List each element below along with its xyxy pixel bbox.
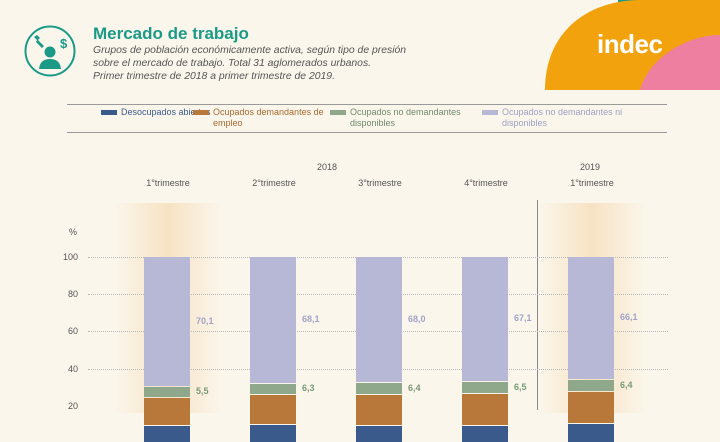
bar-segment xyxy=(144,387,190,397)
subtitle-line-2: sobre el mercado de trabajo. Total 31 ag… xyxy=(93,58,372,69)
bar-segment xyxy=(144,426,190,442)
worker-tools-money-icon: $ xyxy=(24,25,76,77)
subtitle-line-3: Primer trimestre de 2018 a primer trimes… xyxy=(93,71,335,82)
subtitle-line-1: Grupos de población económicamente activ… xyxy=(93,45,407,56)
legend-label: Ocupados no demandantes disponibles xyxy=(350,107,461,128)
bar-segment xyxy=(144,256,190,387)
data-label: 70,1 xyxy=(196,315,214,326)
legend-swatch xyxy=(330,110,346,115)
data-label: 6,3 xyxy=(302,383,315,394)
legend-item-desocupados: Desocupados abiertos xyxy=(101,107,246,118)
bar-segment xyxy=(568,379,614,391)
legend-item-ocupados-no-dem-no-disp: Ocupados no demandantes ni disponibles xyxy=(482,107,627,129)
bar-segment xyxy=(568,391,614,424)
year-divider xyxy=(537,200,538,410)
bar-segment xyxy=(462,426,508,442)
quarter-label: 4°trimestre xyxy=(464,178,508,188)
quarter-label: 1°trimestre xyxy=(570,178,614,188)
bar-segment xyxy=(356,256,402,383)
quarter-label: 1°trimestre xyxy=(146,178,190,188)
legend-label: Ocupados no demandantes ni disponibles xyxy=(502,107,623,128)
data-label: 6,5 xyxy=(514,381,527,392)
page-title: Mercado de trabajo xyxy=(93,24,249,43)
bar-segment xyxy=(356,383,402,395)
y-tick-label: 40 xyxy=(67,364,78,374)
y-tick-label: 20 xyxy=(67,401,78,411)
brand-logo: indec xyxy=(597,29,663,59)
data-label: 68,0 xyxy=(408,313,426,324)
bar-segment xyxy=(462,256,508,381)
bar-segment xyxy=(250,256,296,383)
data-label: 68,1 xyxy=(302,314,320,325)
bar-segment xyxy=(356,426,402,442)
y-tick-label: 80 xyxy=(67,289,78,299)
bar-segment xyxy=(356,395,402,426)
data-label: 66,1 xyxy=(620,312,638,323)
legend-top-rule xyxy=(67,104,667,105)
bar-segment xyxy=(462,381,508,393)
data-label: 5,5 xyxy=(196,386,209,397)
bar-segment xyxy=(462,393,508,426)
legend-item-ocupados-demandantes: Ocupados demandantes de empleo xyxy=(193,107,338,129)
legend-label: Desocupados abiertos xyxy=(121,107,211,117)
legend-swatch xyxy=(193,110,209,115)
quarter-label: 2°trimestre xyxy=(252,178,296,188)
svg-text:$: $ xyxy=(60,36,68,51)
y-tick-label: 60 xyxy=(67,326,78,336)
bar-segment xyxy=(144,397,190,426)
year-label-2019: 2019 xyxy=(580,162,601,172)
bar-segment xyxy=(250,395,296,425)
bar-segment xyxy=(250,383,296,395)
legend-label: Ocupados demandantes de empleo xyxy=(213,107,324,128)
bar-segment xyxy=(250,425,296,442)
legend-item-ocupados-no-dem-disp: Ocupados no demandantes disponibles xyxy=(330,107,475,129)
legend-swatch xyxy=(482,110,498,115)
data-label: 6,4 xyxy=(620,379,633,390)
data-label: 67,1 xyxy=(514,313,532,324)
legend-swatch xyxy=(101,110,117,115)
y-tick-label: 100 xyxy=(62,252,78,262)
data-label: 6,4 xyxy=(408,383,421,394)
bar-segment xyxy=(568,424,614,442)
year-label-2018: 2018 xyxy=(317,162,338,172)
brand-teal-shape xyxy=(618,0,720,30)
y-axis-unit: % xyxy=(69,227,78,237)
legend-bottom-rule xyxy=(67,132,667,133)
bar-segment xyxy=(568,256,614,379)
quarter-label: 3°trimestre xyxy=(358,178,402,188)
